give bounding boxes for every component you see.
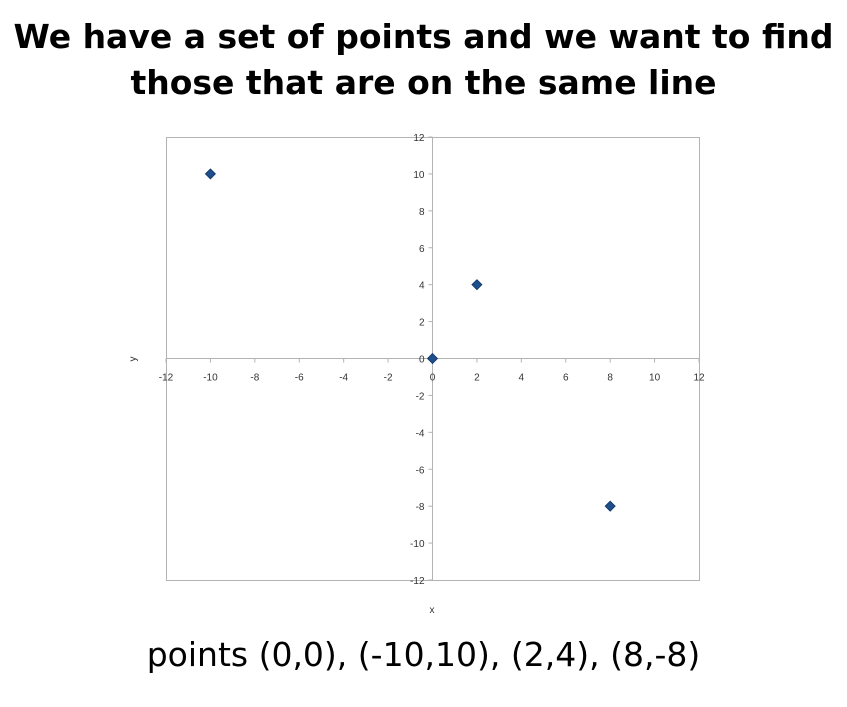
- x-tick-label: -8: [250, 373, 259, 384]
- x-axis-title: x: [430, 605, 435, 616]
- y-tick-label: 6: [419, 244, 425, 255]
- tick-labels: -12 -10 -8 -6 -4 -2 0 2 4 6 8 10 12 -12 -10 -8 -6 -4 -2 0 2 4…: [159, 133, 705, 587]
- x-tick-label: -4: [339, 373, 348, 384]
- x-tick-label: -2: [384, 373, 393, 384]
- data-point: [204, 168, 216, 180]
- y-tick-label: -4: [416, 428, 425, 439]
- data-point: [426, 352, 439, 365]
- x-tick-label: 0: [430, 373, 436, 384]
- y-tick-label: -6: [416, 465, 425, 476]
- y-tick-label: 8: [419, 207, 425, 218]
- x-tick-label: 10: [649, 373, 661, 384]
- data-point: [604, 500, 616, 512]
- y-tick-label: 0: [419, 355, 425, 366]
- y-axis-title: y: [128, 357, 139, 362]
- x-tick-label: 12: [693, 373, 705, 384]
- x-tick-label: 6: [563, 373, 569, 384]
- x-tick-label: 8: [607, 373, 613, 384]
- y-tick-label: -8: [416, 502, 425, 513]
- y-tick-label: 10: [413, 170, 425, 181]
- slide-title: We have a set of points and we want to f…: [0, 14, 847, 106]
- y-tick-label: 2: [419, 318, 425, 329]
- y-tick-label: 12: [413, 133, 425, 144]
- data-points: [204, 168, 616, 512]
- x-tick-label: -12: [159, 373, 174, 384]
- y-tick-label: -2: [416, 391, 425, 402]
- x-tick-label: 4: [519, 373, 525, 384]
- y-tick-label: -10: [410, 539, 425, 550]
- slide-title-line-1: We have a set of points and we want to f…: [13, 17, 834, 56]
- slide-title-line-2: those that are on the same line: [130, 63, 717, 102]
- y-tick-label: 4: [419, 281, 425, 292]
- y-tick-label: -12: [410, 576, 425, 587]
- x-tick-label: -10: [203, 373, 218, 384]
- x-tick-label: 2: [474, 373, 480, 384]
- points-caption: points (0,0), (-10,10), (2,4), (8,-8): [146, 635, 701, 674]
- data-point: [471, 279, 483, 291]
- x-tick-label: -6: [295, 373, 304, 384]
